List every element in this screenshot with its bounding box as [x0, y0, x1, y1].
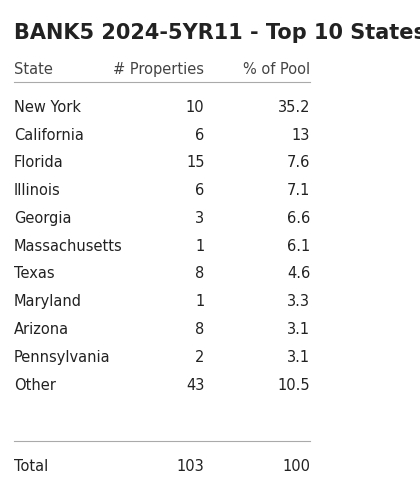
Text: California: California — [13, 128, 84, 143]
Text: 7.6: 7.6 — [287, 155, 310, 170]
Text: Florida: Florida — [13, 155, 63, 170]
Text: 103: 103 — [177, 459, 205, 474]
Text: 35.2: 35.2 — [278, 100, 310, 115]
Text: 8: 8 — [195, 322, 205, 337]
Text: 3.1: 3.1 — [287, 350, 310, 365]
Text: Texas: Texas — [13, 266, 54, 281]
Text: New York: New York — [13, 100, 81, 115]
Text: Arizona: Arizona — [13, 322, 69, 337]
Text: 7.1: 7.1 — [287, 183, 310, 198]
Text: 6: 6 — [195, 183, 205, 198]
Text: 43: 43 — [186, 377, 205, 393]
Text: Pennsylvania: Pennsylvania — [13, 350, 110, 365]
Text: 13: 13 — [292, 128, 310, 143]
Text: 15: 15 — [186, 155, 205, 170]
Text: State: State — [13, 62, 52, 77]
Text: Illinois: Illinois — [13, 183, 60, 198]
Text: 4.6: 4.6 — [287, 266, 310, 281]
Text: 3.3: 3.3 — [287, 294, 310, 309]
Text: Maryland: Maryland — [13, 294, 81, 309]
Text: Total: Total — [13, 459, 48, 474]
Text: 3.1: 3.1 — [287, 322, 310, 337]
Text: 2: 2 — [195, 350, 205, 365]
Text: 10: 10 — [186, 100, 205, 115]
Text: 100: 100 — [282, 459, 310, 474]
Text: 8: 8 — [195, 266, 205, 281]
Text: # Properties: # Properties — [113, 62, 205, 77]
Text: Georgia: Georgia — [13, 211, 71, 226]
Text: 10.5: 10.5 — [278, 377, 310, 393]
Text: 3: 3 — [195, 211, 205, 226]
Text: Other: Other — [13, 377, 55, 393]
Text: % of Pool: % of Pool — [243, 62, 310, 77]
Text: 6: 6 — [195, 128, 205, 143]
Text: 1: 1 — [195, 239, 205, 254]
Text: BANK5 2024-5YR11 - Top 10 States: BANK5 2024-5YR11 - Top 10 States — [13, 23, 420, 43]
Text: 6.6: 6.6 — [287, 211, 310, 226]
Text: 6.1: 6.1 — [287, 239, 310, 254]
Text: Massachusetts: Massachusetts — [13, 239, 122, 254]
Text: 1: 1 — [195, 294, 205, 309]
